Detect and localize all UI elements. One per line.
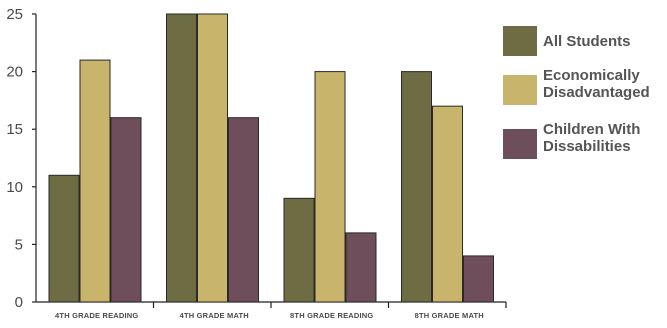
bar	[314, 71, 346, 303]
legend-swatch	[503, 75, 537, 105]
y-tick-label: 10	[6, 179, 23, 196]
y-tick-label: 20	[6, 64, 23, 81]
x-tick-label: 4TH GRADE READING	[55, 311, 138, 320]
legend-label: Disadvantaged	[543, 84, 650, 101]
bar	[228, 117, 259, 303]
chart-bars	[48, 13, 494, 303]
bar	[166, 13, 197, 303]
y-tick-label: 0	[15, 294, 23, 311]
y-tick-label: 5	[15, 236, 23, 253]
bar	[401, 71, 432, 303]
bar	[79, 59, 111, 303]
legend-swatch	[503, 129, 537, 159]
y-tick-label: 15	[6, 121, 23, 138]
bar	[463, 255, 494, 303]
y-tick-label: 25	[6, 6, 23, 23]
bar	[283, 197, 315, 303]
legend-label: Dissabilities	[543, 138, 631, 155]
chart-tick-labels: 0 5 10 15 20 25 4TH GRADE READING 4TH GRADE MAT…	[6, 6, 484, 320]
legend-item: All Students	[503, 26, 631, 56]
bar	[110, 117, 142, 303]
bar	[48, 174, 80, 303]
x-tick-label: 8TH GRADE READING	[290, 311, 373, 320]
bar	[432, 105, 463, 303]
bar	[197, 13, 228, 303]
bar	[345, 232, 377, 303]
x-tick-label: 8TH GRADE MATH	[415, 311, 484, 320]
x-tick-label: 4TH GRADE MATH	[180, 311, 249, 320]
legend-label: Economically	[543, 67, 640, 84]
legend-label: All Students	[543, 33, 631, 50]
legend-swatch	[503, 26, 537, 56]
legend-label: Children With	[543, 121, 640, 138]
